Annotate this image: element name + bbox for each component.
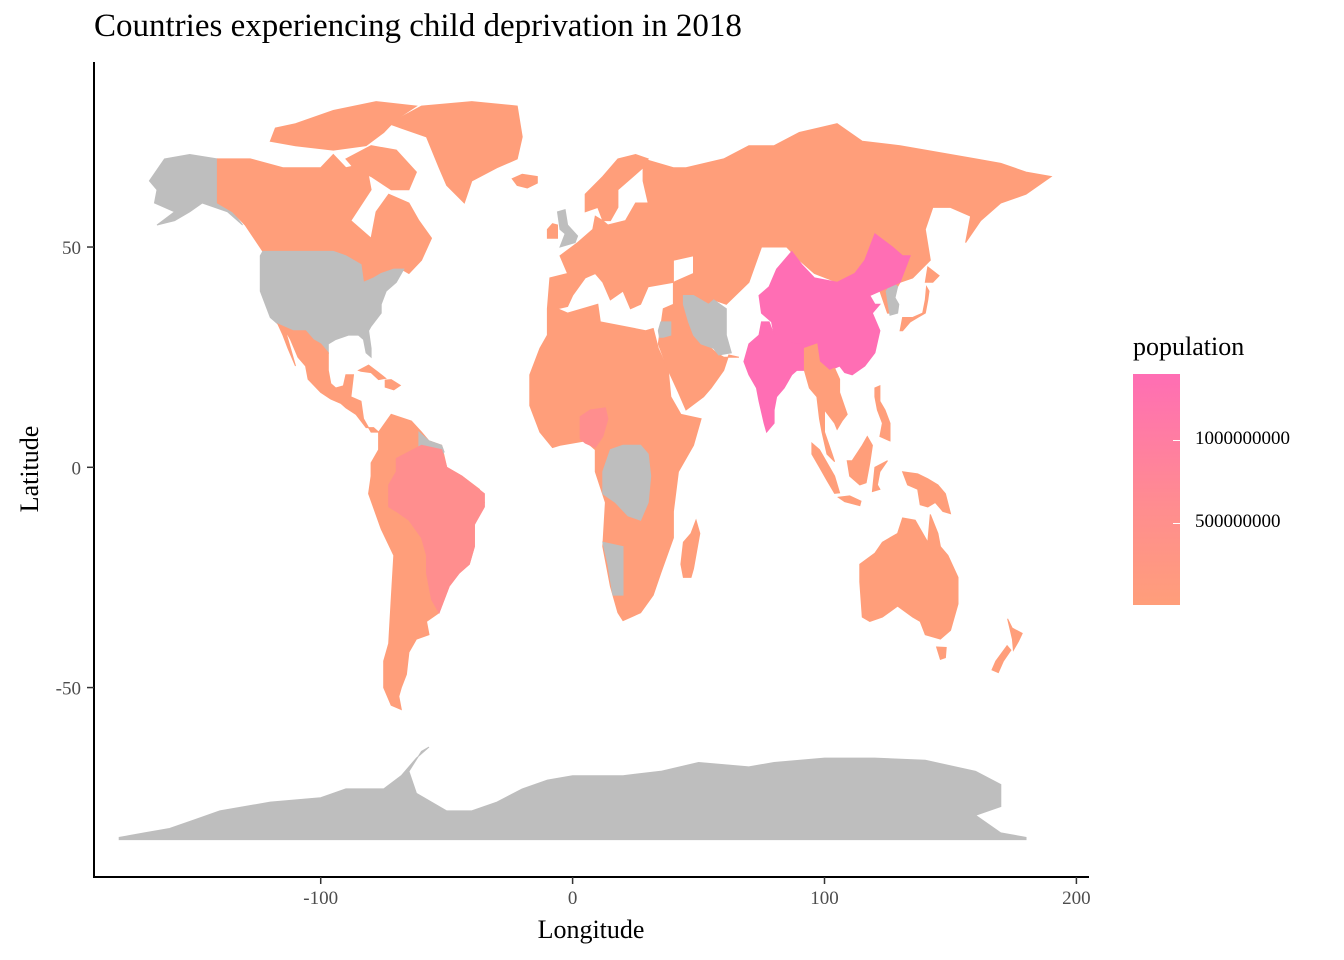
legend-colorbar	[1133, 374, 1180, 605]
region-baffin	[345, 145, 417, 191]
y-ticks: -50 0 50	[56, 238, 94, 700]
region-ireland	[546, 223, 558, 239]
y-tick-label: 0	[72, 458, 82, 479]
region-congo-region	[602, 444, 652, 521]
legend-title: population	[1133, 332, 1245, 361]
legend-label: 500000000	[1195, 510, 1281, 532]
axes	[93, 62, 1089, 878]
region-borneo	[846, 435, 873, 486]
region-greenland	[387, 101, 523, 204]
x-tick-label: -100	[303, 888, 338, 909]
region-hispaniola	[384, 379, 402, 391]
x-tick-label: 200	[1062, 888, 1091, 909]
region-tasmania	[935, 646, 947, 661]
region-namibia	[602, 541, 624, 596]
region-australia	[859, 514, 959, 640]
chart-title: Countries experiencing child deprivation…	[94, 8, 742, 44]
region-sulawesi	[871, 460, 888, 493]
region-sumatra	[811, 442, 841, 494]
region-iran	[682, 295, 732, 356]
y-tick-label: -50	[56, 679, 81, 700]
y-tick-label: 50	[62, 238, 81, 259]
region-new-zealand-north	[1007, 618, 1023, 652]
legend-tick-mark	[1173, 522, 1180, 524]
region-southeast-asia	[803, 343, 848, 462]
region-nigeria	[579, 407, 609, 449]
region-new-guinea	[901, 471, 952, 515]
legend-label: 1000000000	[1195, 428, 1290, 449]
legend: population 500000000 1000000000	[1133, 332, 1290, 605]
x-tick-label: 100	[810, 888, 839, 909]
region-scandinavia	[584, 153, 649, 222]
map-regions	[118, 101, 1053, 841]
region-iceland	[511, 173, 538, 189]
region-korea	[885, 281, 900, 316]
region-europe-africa	[529, 202, 702, 622]
region-cuba	[357, 364, 387, 381]
region-israel-jordan	[657, 321, 672, 338]
region-brazil	[388, 444, 485, 614]
region-japan	[899, 285, 930, 332]
region-hokkaido	[924, 265, 940, 283]
x-ticks: -100 0 100 200	[303, 877, 1091, 909]
region-philippines	[874, 385, 891, 442]
region-mexico-central-america	[276, 323, 380, 433]
x-axis-title: Longitude	[538, 915, 645, 944]
region-antarctica	[118, 746, 1027, 841]
region-arctic-islands	[269, 101, 418, 151]
region-uk	[556, 208, 579, 248]
region-new-zealand-south	[991, 644, 1012, 674]
region-india	[743, 321, 818, 434]
region-java	[837, 495, 862, 507]
y-axis-title: Latitude	[15, 426, 44, 513]
region-alaska	[148, 153, 243, 226]
region-madagascar	[680, 518, 701, 578]
x-tick-label: 0	[568, 888, 578, 909]
legend-tick-mark	[1173, 440, 1180, 441]
